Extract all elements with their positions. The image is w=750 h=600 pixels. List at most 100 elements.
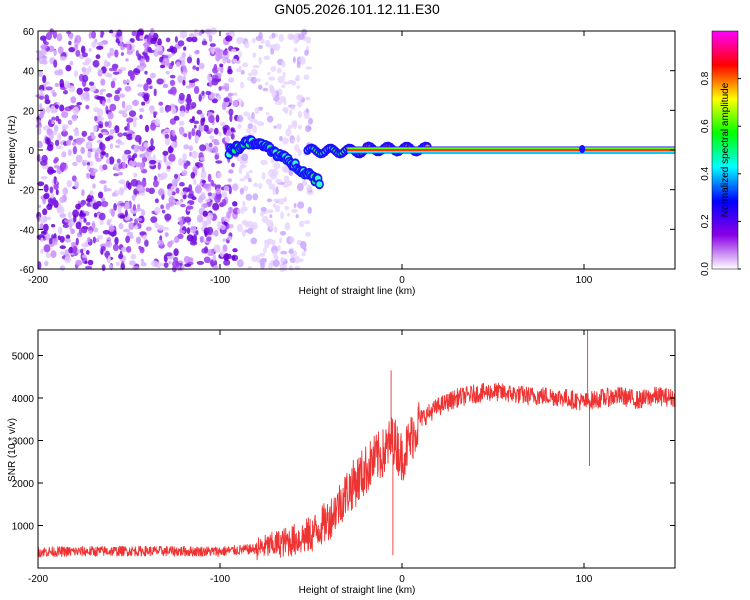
noise-blob [180,204,186,208]
noise-blob [211,183,217,187]
noise-blob [107,120,112,129]
noise-blob [86,172,91,179]
noise-blob [46,203,53,211]
noise-blob [271,32,276,38]
noise-blob [223,185,230,192]
noise-blob [39,216,46,224]
noise-blob [267,71,271,76]
noise-blob [171,129,176,137]
noise-blob [115,139,122,144]
noise-blob [178,157,184,167]
noise-blob [232,58,238,63]
noise-blob [207,146,214,153]
noise-blob [139,153,146,158]
y-tick-label: 60 [23,27,35,38]
noise-blob [162,83,169,89]
noise-blob [93,227,99,233]
noise-blob [168,161,173,166]
noise-blob [203,183,210,190]
noise-blob [260,262,265,270]
noise-blob [148,187,155,194]
noise-blob [221,198,227,207]
noise-blob [124,209,128,217]
noise-blob [144,70,148,75]
noise-blob [124,85,132,92]
noise-blob [85,250,90,255]
noise-blob [242,62,249,68]
noise-blob [268,263,273,270]
noise-blob [252,193,259,201]
noise-blob [126,50,133,55]
noise-blob [228,77,235,83]
noise-blob [88,31,93,39]
noise-blob [81,254,87,258]
noise-blob [50,192,55,199]
noise-blob [260,159,268,166]
noise-blob [233,92,238,96]
noise-blob [203,256,211,264]
noise-blob [53,49,58,56]
noise-blob [305,108,309,114]
noise-blob [263,247,267,254]
noise-blob [203,203,208,208]
noise-blob [141,209,145,217]
noise-blob [139,114,143,120]
x-tick-label: -200 [28,574,48,585]
noise-blob [280,230,287,236]
noise-blob [295,74,300,82]
noise-blob [95,157,102,162]
noise-blob [200,170,207,179]
noise-blob [171,107,177,115]
noise-blob [89,84,97,93]
noise-blob [105,152,109,158]
noise-blob [205,199,211,203]
noise-blob [258,106,263,111]
noise-blob [125,41,133,45]
noise-blob [228,128,231,137]
noise-blob [56,133,62,142]
noise-blob [193,28,199,37]
noise-blob [131,194,136,202]
noise-blob [59,56,67,61]
noise-blob [124,201,131,210]
noise-blob [183,46,187,51]
noise-blob [43,244,51,253]
noise-blob [156,78,164,85]
noise-blob [39,89,44,96]
noise-blob [282,258,286,262]
noise-blob [71,175,77,182]
noise-blob [93,212,98,218]
noise-blob [73,214,77,223]
noise-blob [74,131,80,137]
noise-blob [120,46,125,51]
noise-blob [161,209,166,214]
noise-blob [207,192,213,197]
noise-blob [258,182,263,190]
noise-blob [139,107,145,113]
noise-blob [189,33,195,38]
noise-blob [74,180,79,189]
noise-blob [289,236,295,244]
noise-blob [91,135,96,140]
noise-blob [162,57,170,66]
noise-blob [37,204,42,208]
noise-blob [51,224,56,228]
noise-blob [247,72,253,76]
noise-blob [149,27,155,36]
noise-blob [59,104,65,112]
noise-blob [71,114,78,122]
noise-blob [227,178,232,183]
noise-blob [113,173,119,177]
noise-blob [125,104,133,111]
noise-blob [64,256,72,264]
noise-blob [163,262,169,268]
noise-blob [143,83,149,92]
noise-blob [275,186,279,195]
noise-blob [88,230,93,235]
noise-blob [45,31,53,41]
noise-blob [134,134,142,143]
noise-blob [105,136,111,142]
noise-blob [308,117,313,125]
noise-blob [114,125,120,134]
noise-blob [269,223,274,230]
